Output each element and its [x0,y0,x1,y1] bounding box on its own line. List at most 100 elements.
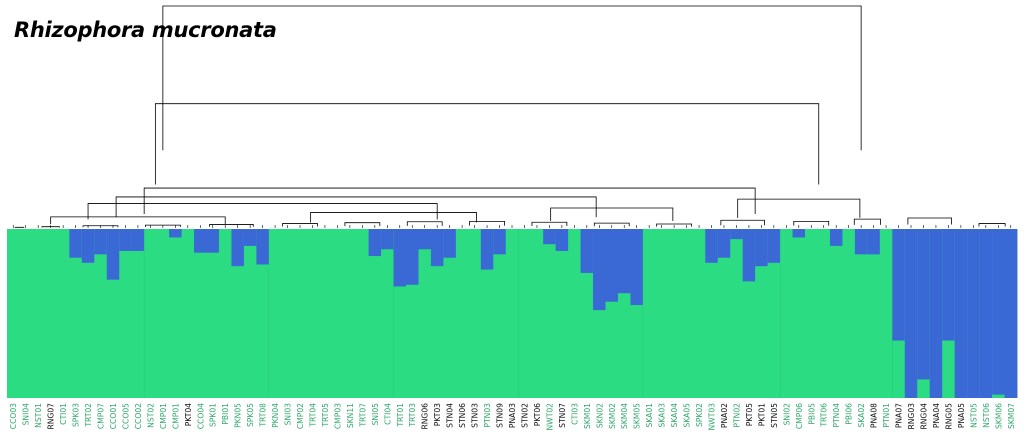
bar-cluster1-67 [842,229,856,398]
bar-cluster1-58 [730,229,744,398]
bar-cluster2-10 [131,229,145,251]
bar-cluster1-45 [568,229,581,398]
sample-label-47: SKN02 [595,403,604,428]
dendrogram-link-12 [720,219,765,226]
bar-cluster1-56 [705,229,719,398]
sample-label-68: SKA02 [857,403,866,428]
bar-cluster2-71 [892,229,906,341]
bar-cluster2-20 [256,229,270,265]
dendrogram-link-23 [143,187,756,215]
dendrogram-link-18 [310,212,477,223]
bar-cluster2-32 [406,229,419,285]
bar-cluster1-40 [505,229,519,398]
bar-cluster2-29 [368,229,382,257]
sample-label-20: TRT08 [259,403,268,428]
bar-cluster1-20 [256,229,270,398]
bar-cluster1-22 [281,229,295,398]
sample-label-78: NST06 [982,403,991,428]
sample-label-34: PKT03 [433,403,442,426]
bar-cluster2-72 [904,229,918,398]
bar-cluster2-79 [992,229,1005,395]
sample-label-16: SPK01 [209,403,218,427]
sample-label-31: TRT01 [396,403,405,428]
bar-cluster2-44 [555,229,569,251]
sample-label-1: SNI04 [22,403,31,426]
bar-cluster2-74 [929,229,943,398]
bar-cluster2-38 [480,229,494,270]
bar-cluster2-77 [967,229,980,398]
bar-cluster1-23 [293,229,307,398]
bar-cluster1-64 [805,229,818,398]
dendrogram-link-5 [282,223,318,227]
bar-cluster1-34 [430,229,444,398]
dendrogram-link-20 [737,198,861,218]
dendrogram-link-9 [531,221,568,226]
sample-label-36: STN06 [458,403,467,428]
sample-label-9: CCO05 [121,403,130,429]
bar-cluster1-60 [755,229,769,398]
bar-cluster1-7 [94,229,108,398]
dendrogram [12,5,1012,228]
bar-cluster1-9 [119,229,133,398]
sample-label-59: PKT05 [745,403,754,426]
sample-label-67: PBI06 [845,403,854,425]
sample-label-46: SKM01 [583,403,592,429]
bar-cluster1-51 [642,229,656,398]
bar-cluster2-46 [580,229,594,273]
bar-cluster1-25 [318,229,332,398]
bar-cluster2-59 [742,229,756,282]
bar-cluster2-8 [106,229,120,280]
bar-cluster2-73 [917,229,931,380]
bar-cluster1-16 [206,229,220,398]
bar-cluster1-26 [331,229,345,398]
sample-label-21: PKN04 [271,403,280,428]
dendrogram-link-11 [656,223,692,227]
sample-label-75: RNG05 [944,403,953,430]
bar-cluster2-78 [979,229,993,398]
sample-label-53: SKA04 [670,403,679,428]
bar-cluster1-36 [455,229,469,398]
bar-cluster2-49 [617,229,631,294]
sample-label-19: SPK05 [246,403,255,427]
sample-label-27: SKN11 [346,403,355,428]
sample-label-66: PTN04 [832,403,841,428]
bar-cluster1-66 [829,229,843,398]
bar-cluster1-57 [717,229,731,398]
bar-cluster2-35 [443,229,457,258]
bar-cluster1-62 [780,229,793,398]
bar-cluster2-7 [94,229,108,255]
bar-cluster1-29 [368,229,382,398]
sample-label-69: PNA08 [870,403,879,428]
sample-label-10: CCO02 [134,403,143,429]
dendrogram-link-8 [469,220,505,226]
sample-label-37: STN03 [471,403,480,428]
sample-label-26: CMP03 [333,403,342,429]
sample-label-28: TRT07 [358,403,367,428]
bar-cluster1-69 [867,229,881,398]
bar-cluster2-50 [630,229,644,306]
sample-label-12: CMP01 [159,403,168,429]
bar-cluster1-35 [443,229,457,398]
dendrogram-link-17 [50,216,226,225]
bar-cluster1-11 [144,229,158,398]
sample-label-73: RNG04 [919,403,928,430]
dendrogram-link-10 [593,222,630,227]
sample-label-43: NWT02 [545,403,554,431]
sample-label-77: NST05 [969,403,978,428]
bar-cluster1-43 [543,229,557,398]
sample-label-45: CTI03 [570,403,579,425]
sample-label-29: SNI05 [371,403,380,426]
sample-label-70: PTN01 [882,403,891,428]
sample-labels: CCO03 SNI04 NST01 RNG07 CTI01 SPK03 TRT02 CMP07… [9,403,1016,431]
sample-label-13: CMP01 [171,403,180,429]
sample-label-65: TRT06 [820,403,829,428]
bar-cluster2-68 [854,229,868,255]
bar-cluster1-39 [493,229,507,398]
sample-label-63: CMP06 [795,403,804,429]
sample-label-25: TRT05 [321,403,330,428]
dendrogram-link-25 [162,5,862,151]
sample-label-39: STN09 [496,403,505,428]
bar-cluster2-60 [755,229,769,267]
bar-cluster2-19 [243,229,257,246]
